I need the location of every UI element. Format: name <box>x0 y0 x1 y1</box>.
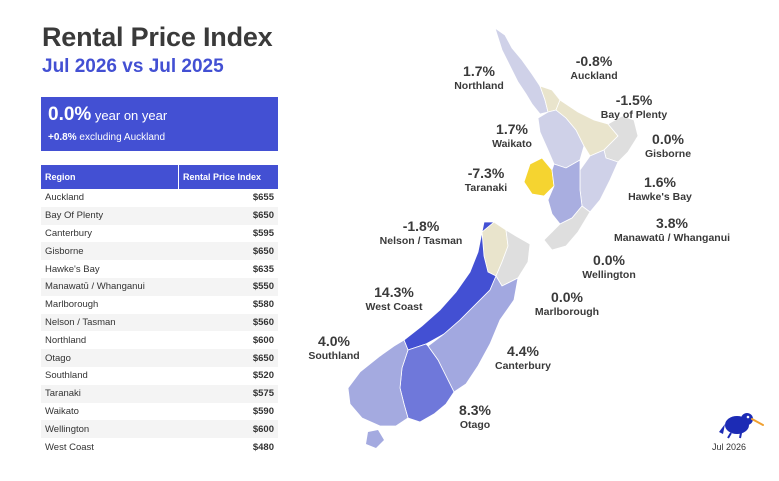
region-name-label: Otago <box>460 419 490 431</box>
table-row: Northland $600 <box>41 331 278 349</box>
region-name-label: Canterbury <box>495 360 551 372</box>
table-row: Marlborough $580 <box>41 296 278 314</box>
row-region: Auckland <box>45 192 85 204</box>
row-region: Canterbury <box>45 227 92 239</box>
region-gisborne <box>603 115 639 163</box>
region-name-label: Northland <box>454 80 504 92</box>
row-region: Nelson / Tasman <box>41 313 179 332</box>
row-region: Manawatū / Whanganui <box>41 277 179 296</box>
summary-box: 0.0% year on year +0.8% excluding Auckla… <box>41 97 278 151</box>
row-region: Wellington <box>41 420 179 439</box>
row-price: $635 <box>252 263 274 275</box>
region-change-label: 0.0% <box>593 252 625 268</box>
region-southland <box>347 339 409 427</box>
kiwi-logo <box>719 413 764 439</box>
region-name-label: Nelson / Tasman <box>380 235 463 247</box>
region-name-label: Auckland <box>570 70 617 82</box>
table-row: Waikato $590 <box>41 403 278 421</box>
region-name-label: Manawatū / Whanganui <box>614 232 730 244</box>
excl-value: +0.8% <box>48 132 77 143</box>
region-name-label: Hawke's Bay <box>628 191 692 203</box>
yoy-line: 0.0% year on year <box>48 104 167 126</box>
row-region: Southland <box>45 370 88 382</box>
region-change-label: 4.0% <box>318 333 350 349</box>
table-row: Gisborne $650 <box>41 242 278 261</box>
table-row: West Coast $480 <box>41 438 278 456</box>
footer-date: Jul 2026 <box>712 442 747 452</box>
yoy-text: year on year <box>91 108 168 123</box>
page-title: Rental Price Index <box>42 22 273 52</box>
table-row: Wellington $600 <box>41 420 278 439</box>
region-wellington <box>543 205 591 251</box>
region-name-label: Waikato <box>492 138 532 150</box>
region-name-label: West Coast <box>366 301 423 313</box>
excl-line: +0.8% excluding Auckland <box>48 132 165 143</box>
table-row: Taranaki $575 <box>41 384 278 403</box>
row-price: $550 <box>178 277 278 296</box>
row-price: $480 <box>252 441 274 453</box>
region-change-label: 1.6% <box>644 174 676 190</box>
table-row: Hawke's Bay $635 <box>41 260 278 278</box>
row-price: $655 <box>252 192 274 204</box>
row-region: Gisborne <box>41 242 179 261</box>
col-index-header: Rental Price Index <box>178 165 278 189</box>
table-row: Manawatū / Whanganui $550 <box>41 277 278 296</box>
table-row: Southland $520 <box>41 367 278 385</box>
region-change-label: 0.0% <box>652 131 684 147</box>
region-change-label: 14.3% <box>374 284 414 300</box>
region-name-label: Gisborne <box>645 148 691 160</box>
region-name-label: Bay of Plenty <box>601 109 668 121</box>
rental-price-table: Region Rental Price Index Auckland $655 Ba… <box>41 165 278 456</box>
region-name-label: Wellington <box>582 269 635 281</box>
row-region: Otago <box>41 349 179 367</box>
table-row: Bay Of Plenty $650 <box>41 206 278 225</box>
row-region: Taranaki <box>41 384 179 403</box>
map-labels: 1.7%Northland-0.8%Auckland-1.5%Bay of Pl… <box>308 53 730 431</box>
region-change-label: 0.0% <box>551 289 583 305</box>
row-region: Northland <box>45 334 87 346</box>
row-price: $600 <box>178 420 278 439</box>
table-row: Nelson / Tasman $560 <box>41 313 278 332</box>
region-change-label: -7.3% <box>468 165 505 181</box>
region-change-label: 4.4% <box>507 343 539 359</box>
row-price: $650 <box>178 206 278 225</box>
region-change-label: 1.7% <box>463 63 495 79</box>
region-change-label: 3.8% <box>656 215 688 231</box>
region-name-label: Marlborough <box>535 306 599 318</box>
region-name-label: Southland <box>308 350 359 362</box>
region-northland <box>494 26 549 115</box>
row-price: $560 <box>178 313 278 332</box>
region-southland-stewart-island <box>366 430 384 448</box>
region-name-label: Taranaki <box>465 182 507 194</box>
row-price: $650 <box>178 242 278 261</box>
row-region: West Coast <box>45 441 94 453</box>
table-row: Auckland $655 <box>41 189 278 207</box>
region-change-label: 8.3% <box>459 402 491 418</box>
row-price: $600 <box>252 334 274 346</box>
table-header-row: Region Rental Price Index <box>41 165 278 189</box>
row-price: $595 <box>252 227 274 239</box>
table-body: Auckland $655 Bay Of Plenty $650 Canterbury $… <box>41 189 278 456</box>
row-price: $520 <box>252 370 274 382</box>
row-price: $590 <box>252 405 274 417</box>
region-change-label: -1.8% <box>403 218 440 234</box>
row-region: Hawke's Bay <box>45 263 100 275</box>
region-change-label: 1.7% <box>496 121 528 137</box>
region-change-label: -0.8% <box>576 53 613 69</box>
row-price: $650 <box>178 349 278 367</box>
row-region: Marlborough <box>45 299 99 311</box>
table-row: Otago $650 <box>41 349 278 367</box>
row-region: Waikato <box>45 405 79 417</box>
table-row: Canterbury $595 <box>41 225 278 243</box>
excl-text: excluding Auckland <box>76 132 166 143</box>
region-change-label: -1.5% <box>616 92 653 108</box>
page-subtitle: Jul 2026 vs Jul 2025 <box>42 56 224 77</box>
region-taranaki <box>523 157 555 197</box>
col-region-header: Region <box>41 165 179 189</box>
row-price: $575 <box>178 384 278 403</box>
row-region: Bay Of Plenty <box>41 206 179 225</box>
row-price: $580 <box>252 299 274 311</box>
yoy-value: 0.0% <box>48 104 92 125</box>
